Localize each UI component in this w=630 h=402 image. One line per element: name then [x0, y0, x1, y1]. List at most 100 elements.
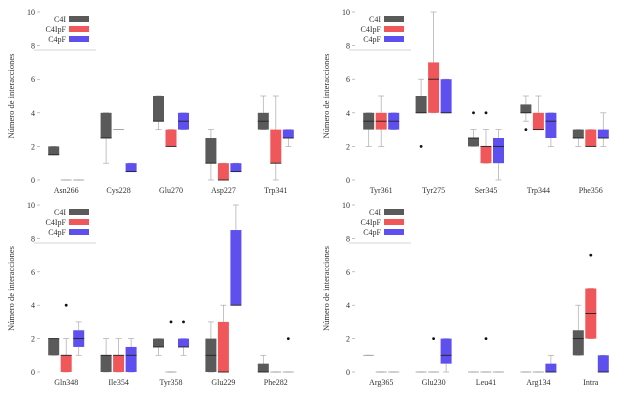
- box-C4I-Phe282: [257, 354, 269, 373]
- legend-swatch: [69, 209, 89, 215]
- chart-panel-4: 0 2 4 6 8 10 Número de interacciones C4IC4IpFC4…: [321, 201, 609, 387]
- box-C4IpF-Tyr275: [428, 11, 440, 114]
- box-C4I-Tyr275: [415, 78, 427, 148]
- box-body: [572, 129, 584, 138]
- y-tick-label: 10: [27, 8, 35, 17]
- legend-swatch: [384, 26, 404, 32]
- legend-label: C4I: [54, 208, 66, 217]
- box-C4IpF-Ile354: [113, 338, 125, 373]
- x-tick-label: Asn266: [54, 186, 79, 195]
- box-C4pF-Phe356: [597, 112, 609, 147]
- box-body: [165, 129, 177, 147]
- box-C4pF-Asp227: [230, 162, 242, 173]
- box-C4pF-Ser345: [493, 129, 504, 181]
- y-tick-label: 4: [346, 301, 350, 310]
- box-body: [468, 138, 479, 147]
- legend-label: C4pF: [48, 228, 66, 237]
- x-tick-label: Arg134: [526, 378, 550, 387]
- chart-panel-3: 0 2 4 6 8 10 Número de interacciones C4IC4IpFC4…: [6, 201, 294, 387]
- x-tick-label: Trp341: [264, 186, 287, 195]
- box-body: [545, 112, 557, 138]
- box-C4pF-Arg134: [545, 354, 557, 373]
- legend-swatch: [69, 26, 89, 32]
- box-C4pF-Trp344: [545, 112, 557, 147]
- box-body: [282, 129, 294, 138]
- x-tick-label: Gln348: [54, 378, 78, 387]
- box-C4pF-Glu230: [440, 338, 452, 373]
- y-tick-label: 0: [346, 176, 350, 185]
- legend-label: C4I: [369, 208, 381, 217]
- legend-swatch: [384, 209, 404, 215]
- x-tick-label: Ile354: [108, 378, 128, 387]
- box-body: [493, 138, 504, 164]
- x-tick-label: Glu230: [422, 378, 446, 387]
- chart-panel-2: 0 2 4 6 8 10 Número de interacciones C4IC4IpFC4…: [321, 8, 609, 195]
- box-C4IpF-Leu41: [480, 337, 492, 373]
- y-tick-label: 2: [31, 335, 35, 344]
- x-tick-label: Ser345: [475, 186, 498, 195]
- y-tick-label: 0: [346, 368, 350, 377]
- box-body: [48, 146, 60, 155]
- box-C4IpF-Intra: [585, 253, 597, 339]
- outlier-point: [472, 111, 475, 115]
- x-tick-label: Leu41: [476, 378, 496, 387]
- legend-swatch: [384, 16, 404, 22]
- box-body: [585, 129, 597, 147]
- box-body: [270, 129, 282, 164]
- box-C4pF-Cys228: [125, 162, 137, 173]
- box-body: [100, 112, 112, 138]
- box-body: [217, 163, 229, 180]
- box-C4pF-Gln348: [73, 321, 85, 356]
- box-C4I-Glu270: [153, 95, 164, 130]
- box-C4IpF-Asp227: [217, 162, 229, 181]
- outlier-point: [484, 337, 488, 340]
- y-tick-label: 0: [31, 368, 35, 377]
- y-tick-label: 2: [31, 142, 35, 151]
- legend-label: C4IpF: [361, 218, 382, 227]
- x-tick-label: Tyr358: [160, 378, 183, 387]
- chart-panel-1: 0 2 4 6 8 10 Número de interacciones C4IC4IpFC4…: [6, 8, 294, 195]
- y-tick-label: 6: [346, 268, 350, 277]
- x-tick-label: Phe282: [264, 378, 288, 387]
- box-body: [597, 355, 609, 372]
- legend-label: C4I: [369, 15, 381, 24]
- y-tick-label: 6: [31, 268, 35, 277]
- y-axis-label: Número de interacciones: [6, 54, 16, 139]
- y-tick-label: 0: [31, 176, 35, 185]
- box-body: [153, 338, 164, 347]
- box-C4I-Trp341: [257, 95, 269, 130]
- outlier-point: [169, 320, 173, 324]
- y-tick-label: 8: [31, 42, 35, 51]
- x-tick-label: Glu229: [211, 378, 235, 387]
- box-C4pF-Intra: [597, 354, 609, 373]
- box-C4IpF-Glu270: [165, 129, 177, 147]
- legend-swatch: [69, 16, 89, 22]
- legend-swatch: [69, 219, 89, 225]
- x-tick-label: Tyr361: [370, 186, 393, 195]
- x-tick-label: Cys228: [106, 186, 130, 195]
- box-C4I-Phe356: [572, 129, 584, 147]
- box-body: [257, 363, 269, 372]
- box-body: [125, 163, 137, 172]
- x-tick-label: Intra: [583, 378, 599, 387]
- y-tick-label: 8: [31, 234, 35, 243]
- box-C4I-Gln348: [48, 338, 60, 356]
- box-C4pF-Phe282: [282, 337, 294, 373]
- legend-swatch: [384, 229, 404, 235]
- box-body: [545, 363, 557, 372]
- box-C4IpF-Tyr361: [375, 95, 387, 147]
- box-C4IpF-Trp341: [270, 95, 282, 181]
- box-C4IpF-Glu230: [428, 337, 440, 373]
- y-axis-label: Número de interacciones: [321, 54, 331, 139]
- box-C4IpF-Tyr358: [165, 320, 177, 373]
- box-body: [230, 163, 242, 172]
- y-tick-label: 4: [31, 301, 35, 310]
- legend-label: C4IpF: [46, 25, 67, 34]
- box-C4I-Tyr358: [153, 338, 164, 356]
- outlier-point: [589, 253, 593, 257]
- box-body: [178, 338, 189, 347]
- box-C4I-Asp227: [205, 129, 217, 181]
- y-tick-label: 10: [27, 201, 35, 210]
- box-C4pF-Glu270: [178, 112, 189, 130]
